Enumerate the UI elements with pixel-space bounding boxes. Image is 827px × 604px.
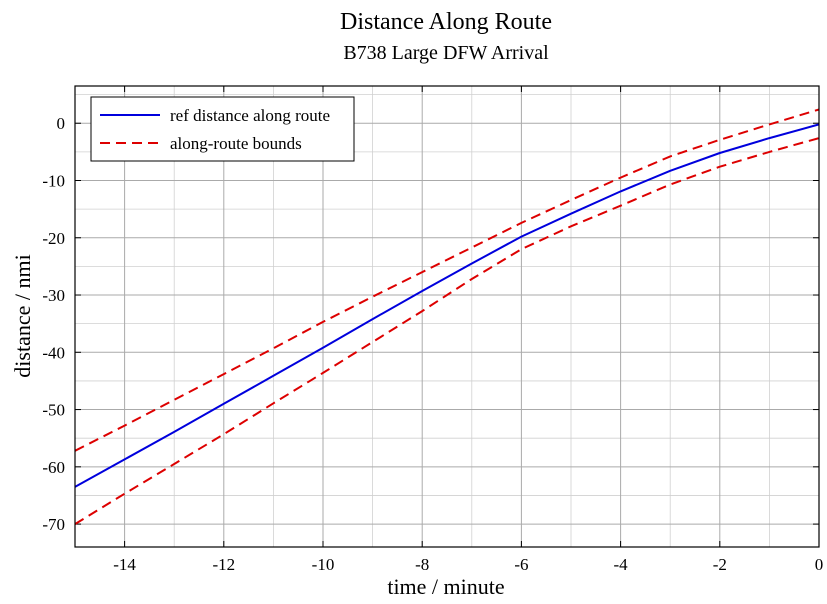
x-tick-label: -4 <box>614 555 629 574</box>
minor-grid <box>74 86 819 547</box>
y-tick-label: -60 <box>42 458 65 477</box>
legend: ref distance along route along-route bou… <box>90 96 355 162</box>
x-tick-label: -2 <box>713 555 727 574</box>
legend-bounds-label: along-route bounds <box>170 134 302 153</box>
series-layer <box>74 108 820 525</box>
series-lower-bound-line <box>74 137 820 525</box>
y-tick-label: -30 <box>42 286 65 305</box>
x-tick-label: -10 <box>312 555 335 574</box>
legend-ref-label: ref distance along route <box>170 106 330 125</box>
major-grid <box>75 86 820 547</box>
x-tick-label: 0 <box>815 555 824 574</box>
chart-title: Distance Along Route <box>340 9 552 35</box>
y-tick-label: -70 <box>42 515 65 534</box>
y-tick-label: -50 <box>42 401 65 420</box>
y-tick-label: -10 <box>42 171 65 190</box>
x-tick-label: -8 <box>415 555 429 574</box>
plot-frame <box>74 85 820 548</box>
x-tick-label: -14 <box>113 555 136 574</box>
x-axis-label: time / minute <box>387 574 504 599</box>
x-tick-label: -12 <box>212 555 235 574</box>
y-tick-label: -40 <box>42 343 65 362</box>
y-tick-label: -20 <box>42 229 65 248</box>
x-tick-label: -6 <box>514 555 528 574</box>
series-ref-distance-line <box>74 123 820 488</box>
series-upper-bound-line <box>74 108 820 452</box>
y-tick-labels: 0 -10 -20 -30 -40 -50 -60 -70 <box>42 114 65 534</box>
y-tick-label: 0 <box>57 114 66 133</box>
legend-box <box>90 96 355 162</box>
y-axis-label: distance / nmi <box>10 254 35 377</box>
x-tick-labels: -14 -12 -10 -8 -6 -4 -2 0 <box>113 555 823 574</box>
chart-subtitle: B738 Large DFW Arrival <box>343 42 549 64</box>
